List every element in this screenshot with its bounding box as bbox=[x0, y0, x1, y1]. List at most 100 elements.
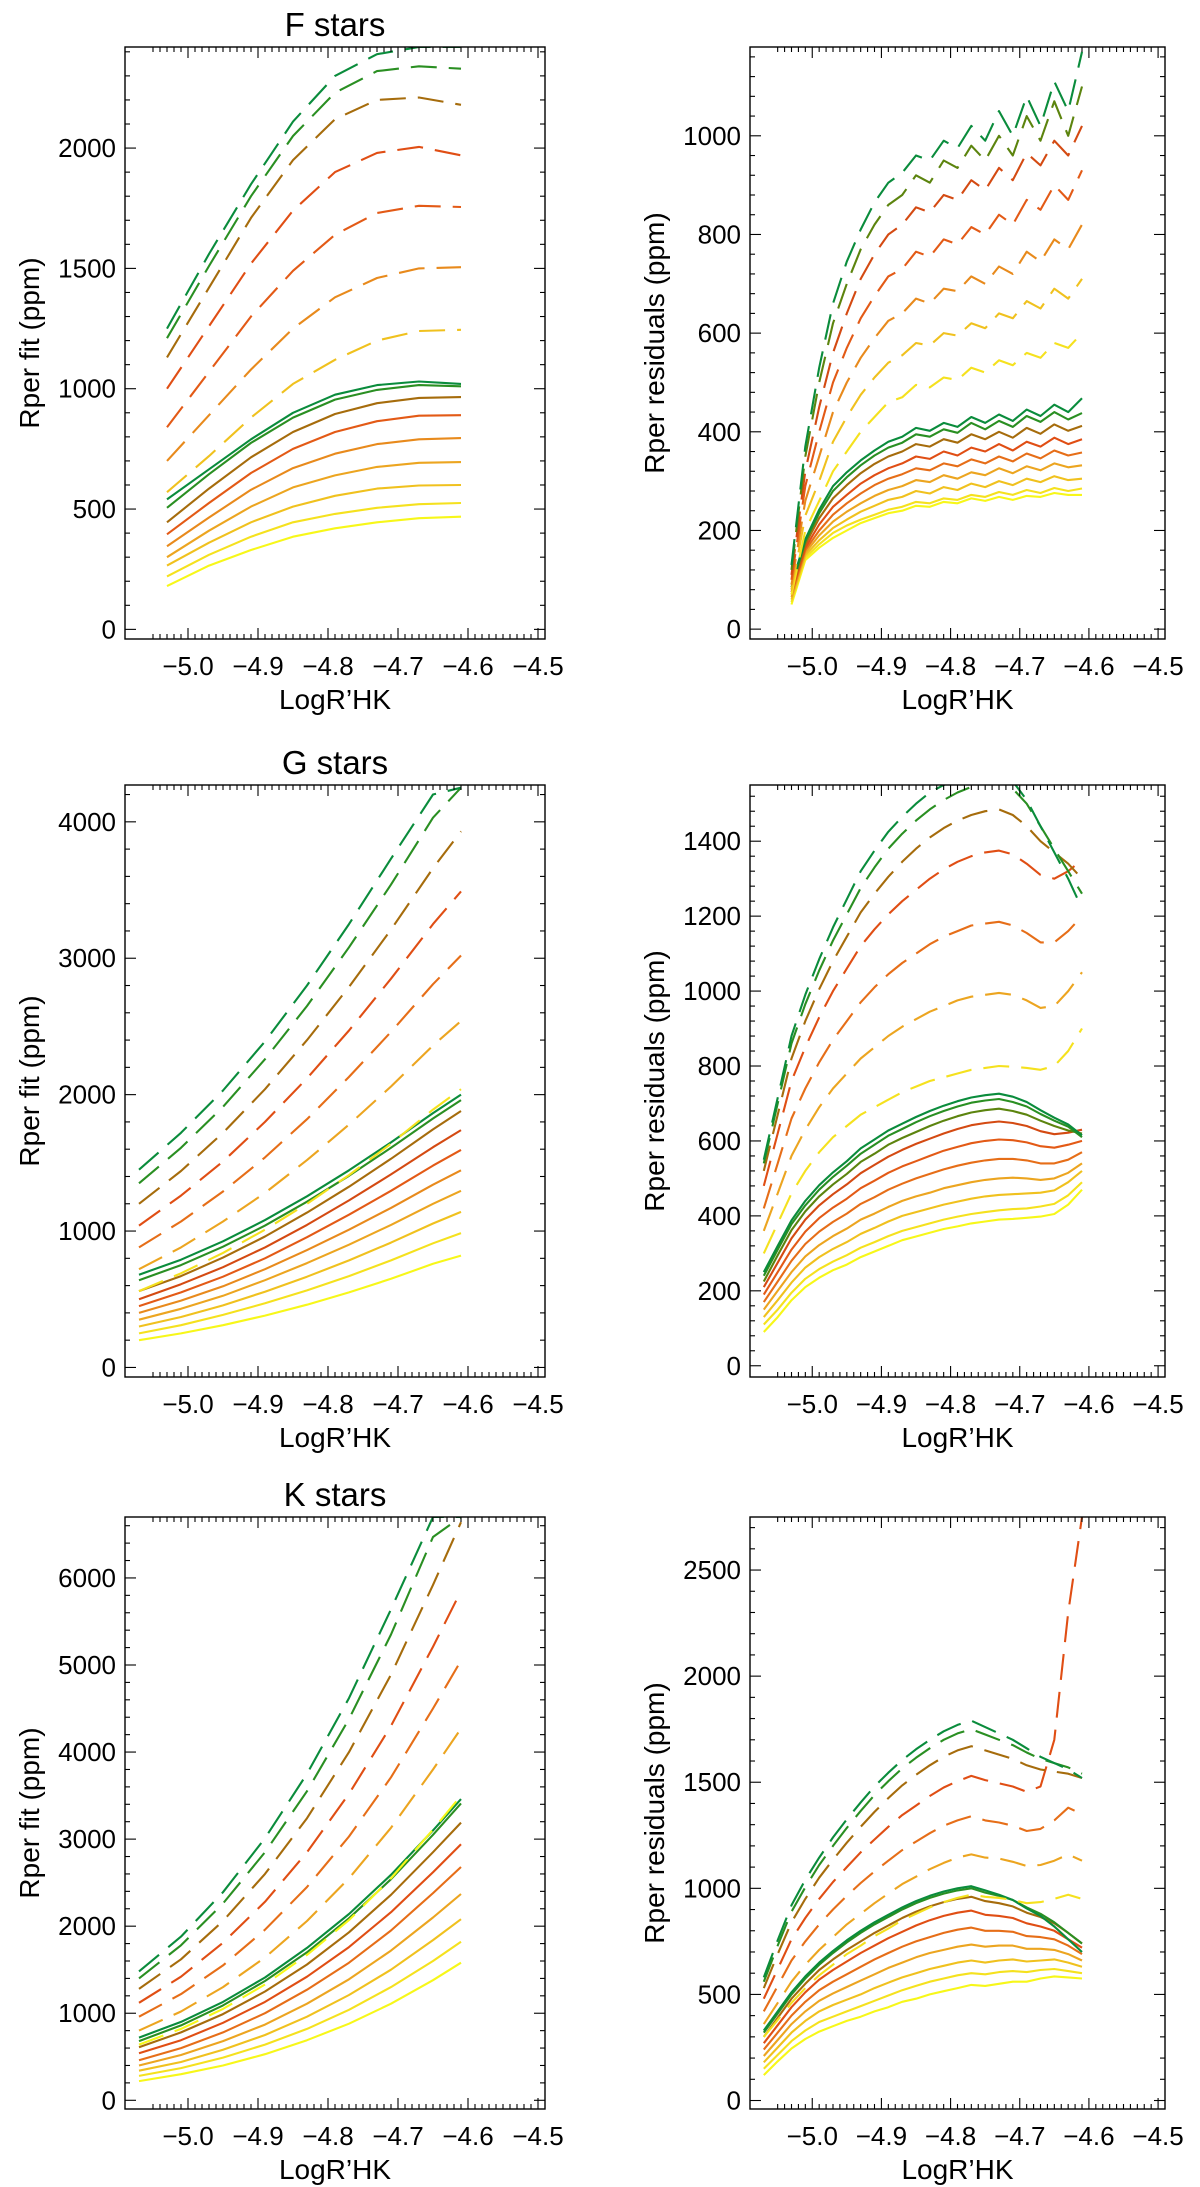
series-line-dashed-4 bbox=[762, 849, 1083, 1187]
x-tick-label: −4.9 bbox=[856, 651, 907, 681]
panel-K-res: −5.0 −4.9 −4.8 −4.7 −4.6 −4.5 0 500 1000 1500 2000… bbox=[639, 1516, 1184, 2185]
y-tick-label: 200 bbox=[698, 515, 741, 545]
y-tick-label: 400 bbox=[698, 1201, 741, 1231]
y-tick-label: 1000 bbox=[58, 1998, 116, 2028]
y-tick-label: 200 bbox=[698, 1276, 741, 1306]
y-tick-label: 800 bbox=[698, 219, 741, 249]
series-line-solid-8 bbox=[762, 1107, 1083, 1282]
series-line-dashed-7 bbox=[762, 1719, 1083, 1978]
y-tick-label: 3000 bbox=[58, 1824, 116, 1854]
y-tick-label: 2000 bbox=[58, 1080, 116, 1110]
series-line-solid-6 bbox=[166, 414, 462, 536]
x-tick-label: −5.0 bbox=[787, 1389, 838, 1419]
series-line-solid-4 bbox=[763, 1943, 1083, 2057]
series-line-solid-5 bbox=[138, 1866, 462, 2062]
x-tick-label: −4.7 bbox=[994, 2121, 1045, 2151]
panel-K-fit: −5.0 −4.9 −4.8 −4.7 −4.6 −4.5 0 1000 2000 3000 400… bbox=[14, 1476, 564, 2185]
series-line-dashed-5 bbox=[138, 830, 462, 1205]
series-line-dashed-7 bbox=[138, 1517, 461, 1973]
x-tick-label: −4.8 bbox=[302, 1389, 353, 1419]
y-axis-label: Rper fit (ppm) bbox=[14, 257, 45, 428]
y-tick-label: 800 bbox=[698, 1051, 741, 1081]
y-tick-label: 0 bbox=[727, 614, 741, 644]
series-line-solid-5 bbox=[166, 437, 462, 548]
x-tick-label: −4.6 bbox=[1063, 1389, 1114, 1419]
axes-frame bbox=[749, 1516, 1166, 2110]
series-line-solid-4 bbox=[790, 462, 1083, 598]
series-line-solid-8 bbox=[138, 1802, 462, 2043]
series-line-solid-3 bbox=[138, 1918, 462, 2072]
series-line-solid-2 bbox=[166, 501, 462, 578]
series-line-solid-7 bbox=[762, 1895, 1083, 2038]
series-line-solid-5 bbox=[138, 1169, 462, 1314]
series-line-dashed-5 bbox=[762, 1745, 1083, 1989]
panel-title: G stars bbox=[282, 744, 388, 781]
series-line-dashed-6 bbox=[790, 86, 1084, 571]
series-line-dashed-7 bbox=[138, 786, 462, 1171]
series-line-solid-3 bbox=[762, 1170, 1083, 1318]
y-tick-label: 1500 bbox=[58, 253, 116, 283]
series-line-solid-5 bbox=[762, 1151, 1083, 1303]
series-line-dashed-1 bbox=[138, 1794, 462, 2046]
series-line-dashed-4 bbox=[166, 145, 462, 390]
y-tick-label: 0 bbox=[102, 614, 116, 644]
series-line-solid-5 bbox=[790, 449, 1083, 595]
y-tick-label: 1000 bbox=[683, 976, 741, 1006]
panel-F-res: −5.0 −4.9 −4.8 −4.7 −4.6 −4.5 0 200 400 600 800 100… bbox=[639, 46, 1184, 715]
series-line-dashed-1 bbox=[790, 332, 1083, 595]
y-axis-label: Rper fit (ppm) bbox=[14, 1727, 45, 1898]
series-line-solid-7 bbox=[138, 1821, 462, 2049]
series-line-dashed-4 bbox=[790, 169, 1083, 580]
series-group bbox=[138, 786, 462, 1342]
y-tick-label: 2000 bbox=[683, 1661, 741, 1691]
series-line-dashed-2 bbox=[762, 971, 1083, 1232]
series-line-solid-9 bbox=[166, 380, 462, 501]
y-tick-label: 4000 bbox=[58, 1737, 116, 1767]
y-tick-label: 4000 bbox=[58, 807, 116, 837]
series-line-dashed-6 bbox=[762, 785, 1083, 1164]
x-tick-label: −4.7 bbox=[994, 1389, 1045, 1419]
series-line-solid-2 bbox=[763, 1181, 1083, 1326]
x-tick-label: −4.9 bbox=[856, 2121, 907, 2151]
x-tick-label: −4.6 bbox=[442, 651, 493, 681]
series-line-solid-8 bbox=[790, 411, 1083, 588]
x-tick-label: −5.0 bbox=[787, 651, 838, 681]
x-tick-label: −4.8 bbox=[302, 2121, 353, 2151]
y-tick-label: 2000 bbox=[58, 133, 116, 163]
series-line-solid-4 bbox=[166, 461, 462, 559]
y-tick-label: 1000 bbox=[58, 1216, 116, 1246]
x-tick-label: −4.9 bbox=[232, 1389, 283, 1419]
y-tick-label: 1400 bbox=[683, 826, 741, 856]
x-tick-label: −4.9 bbox=[856, 1389, 907, 1419]
series-line-solid-1 bbox=[138, 1961, 462, 2083]
x-tick-label: −4.5 bbox=[1132, 1389, 1183, 1419]
series-line-solid-4 bbox=[138, 1189, 462, 1321]
series-line-dashed-2 bbox=[138, 1020, 462, 1271]
x-tick-label: −4.5 bbox=[512, 1389, 563, 1419]
x-axis-label: LogR’HK bbox=[279, 2154, 391, 2185]
series-line-dashed-7 bbox=[166, 47, 461, 330]
series-line-solid-10 bbox=[138, 1093, 462, 1276]
series-group bbox=[790, 51, 1084, 605]
y-tick-label: 2000 bbox=[58, 1911, 116, 1941]
y-tick-label: 2500 bbox=[683, 1555, 741, 1585]
y-tick-label: 0 bbox=[102, 1352, 116, 1382]
series-line-solid-3 bbox=[763, 1958, 1083, 2064]
series-line-solid-2 bbox=[138, 1940, 462, 2077]
x-tick-label: −4.6 bbox=[442, 2121, 493, 2151]
series-line-dashed-3 bbox=[790, 224, 1083, 585]
series-line-solid-6 bbox=[762, 1138, 1083, 1296]
y-tick-label: 1000 bbox=[683, 1873, 741, 1903]
y-tick-label: 1200 bbox=[683, 901, 741, 931]
x-tick-label: −5.0 bbox=[162, 2121, 213, 2151]
series-line-solid-7 bbox=[790, 423, 1083, 591]
series-line-solid-9 bbox=[138, 1099, 462, 1282]
x-axis-label: LogR’HK bbox=[901, 1422, 1013, 1453]
series-line-solid-2 bbox=[763, 1967, 1083, 2070]
x-tick-label: −4.9 bbox=[232, 651, 283, 681]
panel-G-res: −5.0 −4.9 −4.8 −4.7 −4.6 −4.5 0 200 400 600 800 100… bbox=[639, 784, 1184, 1453]
y-tick-label: 5000 bbox=[58, 1650, 116, 1680]
y-tick-label: 500 bbox=[698, 1979, 741, 2009]
series-line-dashed-2 bbox=[762, 1853, 1083, 2025]
